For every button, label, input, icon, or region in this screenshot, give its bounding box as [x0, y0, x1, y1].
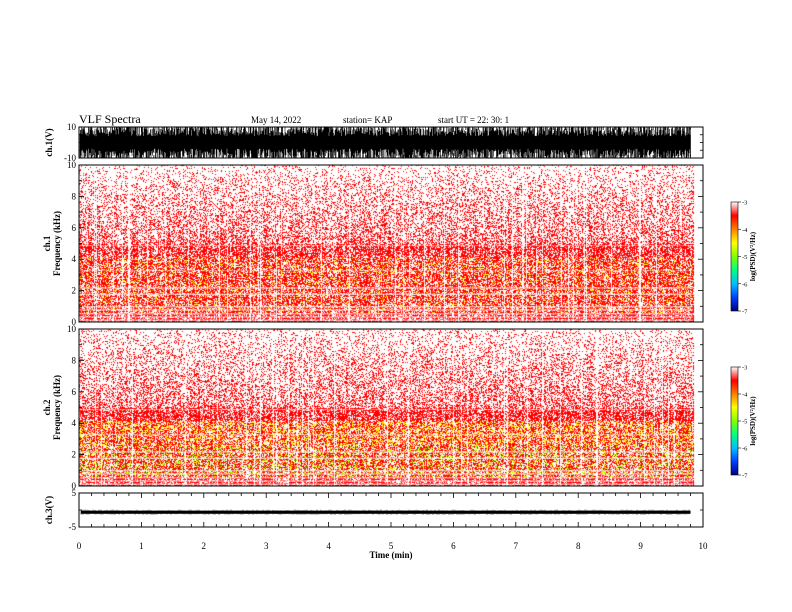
y-tick-label: 4	[72, 418, 77, 428]
ch3-ylabel: ch.3(V)	[44, 496, 54, 524]
x-tick-label: 3	[264, 541, 269, 551]
figure-title: VLF Spectra	[79, 112, 141, 126]
ch1-spectrogram-ylabel: ch.1Frequency (kHz)	[42, 211, 62, 276]
x-tick-label: 9	[638, 541, 643, 551]
y-tick-label: 10	[67, 160, 77, 170]
y-tick-label: 2	[72, 450, 77, 460]
x-tick-label: 6	[451, 541, 456, 551]
ch1-colorbar: -3 -4 -5 -6 -7 log(PSD)(V²/Hz)	[730, 200, 757, 316]
x-tick-label: 10	[699, 541, 709, 551]
ch2-spectrogram-image	[79, 329, 703, 486]
colorbar-scale	[730, 201, 739, 312]
y-tick-label: 0	[72, 317, 77, 327]
y-tick-label: 5	[72, 488, 77, 498]
ch2-colorbar: -3 -4 -5 -6 -7 log(PSD)(V²/Hz)	[730, 365, 757, 480]
start-ut-label: start UT = 22: 30: 1	[438, 115, 509, 125]
x-tick-label: 5	[389, 541, 394, 551]
x-axis-label: Time (min)	[369, 550, 412, 560]
station-label: station= KAP	[343, 115, 392, 125]
colorbar-tick-label: -6	[742, 446, 748, 453]
x-tick-label: 0	[77, 541, 82, 551]
ch1-spectrogram-image	[79, 165, 703, 322]
ch3-waveform-noise	[80, 509, 690, 515]
colorbar-tick-label: -4	[742, 392, 748, 399]
ch1-ylabel: ch.1(V)	[44, 128, 54, 156]
ch3-waveform-trace	[81, 510, 691, 514]
x-tick-label: 1	[139, 541, 144, 551]
colorbar-tick-label: -5	[742, 254, 747, 261]
y-tick-label: 2	[72, 286, 77, 296]
y-tick-label: 6	[72, 387, 77, 397]
x-tick-label: 8	[576, 541, 581, 551]
colorbar-tick-label: -3	[742, 365, 747, 372]
colorbar-tick-label: -7	[742, 309, 748, 316]
colorbar-scale	[730, 366, 739, 476]
y-tick-label: 10	[67, 122, 77, 132]
y-tick-label: 0	[72, 481, 77, 491]
colorbar-tick-label: -5	[742, 419, 747, 426]
y-tick-label: 4	[72, 254, 77, 264]
colorbar-tick-label: -6	[742, 281, 748, 288]
ch2-spectrogram-panel: ch.2Frequency (kHz) 0 2 4 6 8 10	[42, 324, 704, 491]
date-label: May 14, 2022	[251, 115, 301, 125]
y-tick-label: -5	[69, 522, 77, 532]
ch2-spectrogram-ylabel: ch.2Frequency (kHz)	[42, 375, 62, 440]
ch1-waveform-panel: ch.1(V) 10 -10	[44, 122, 704, 163]
colorbar-tick-label: -3	[742, 200, 747, 207]
x-tick-label: 7	[514, 541, 519, 551]
ch1-spectrogram-panel: ch.1Frequency (kHz) 0 2 4 6 8 10	[42, 160, 704, 327]
y-tick-label: 8	[72, 191, 77, 201]
colorbar-tick-label: -4	[742, 227, 748, 234]
y-tick-label: 10	[67, 324, 77, 334]
colorbar-label: log(PSD)(V²/Hz)	[749, 231, 757, 281]
time-axis: 0 1 2 3 4 5 6 7 8 9 10 Time (min)	[77, 541, 708, 560]
ch3-waveform-panel: ch.3(V) 5 -5	[44, 488, 704, 532]
y-tick-label: 8	[72, 355, 77, 365]
y-tick-label: -10	[64, 153, 76, 163]
y-tick-label: 6	[72, 223, 77, 233]
colorbar-label: log(PSD)(V²/Hz)	[749, 396, 757, 446]
ch1-waveform-trace	[79, 127, 691, 158]
colorbar-tick-label: -7	[742, 473, 748, 480]
plot-frame	[78, 492, 704, 528]
x-tick-label: 4	[326, 541, 331, 551]
x-tick-label: 2	[202, 541, 207, 551]
